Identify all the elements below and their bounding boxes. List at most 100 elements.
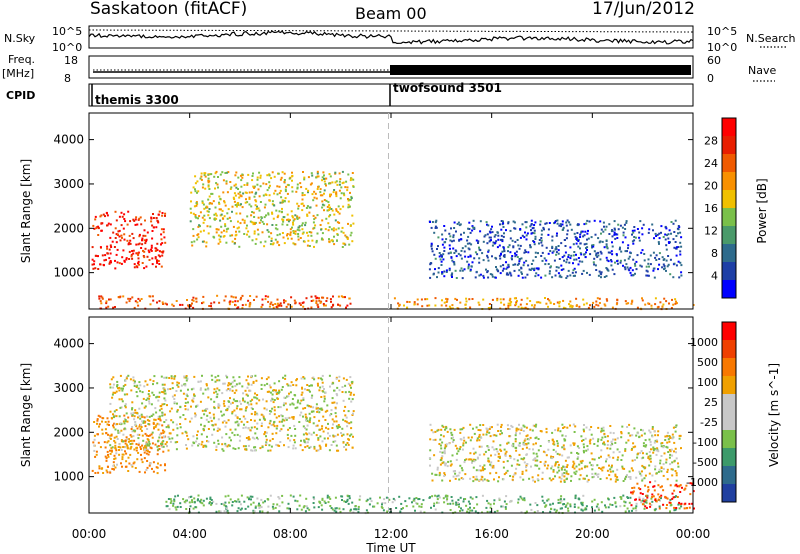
velocity-cell <box>147 453 150 456</box>
velocity-cell <box>170 500 173 503</box>
power-cell <box>614 237 617 240</box>
power-cell <box>568 261 571 264</box>
velocity-cell <box>458 505 460 508</box>
velocity-cell <box>145 449 148 452</box>
power-cell <box>459 301 462 304</box>
velocity-cell <box>620 431 623 433</box>
power-cell <box>441 243 444 246</box>
velocity-cell <box>639 472 642 475</box>
velocity-cell <box>217 406 220 409</box>
power-cell <box>489 273 492 276</box>
power-cell <box>207 179 210 182</box>
power-cell <box>264 203 267 206</box>
velocity-cell <box>476 478 479 481</box>
velocity-cell <box>609 447 612 450</box>
velocity-cell <box>416 502 419 505</box>
power-cell <box>469 255 472 258</box>
power-cell <box>652 267 655 270</box>
velocity-cell <box>250 449 253 452</box>
velocity-cell <box>457 498 460 501</box>
power-cell <box>517 244 520 247</box>
power-cell <box>207 214 210 217</box>
velocity-cell <box>130 389 133 392</box>
velocity-cell <box>146 448 149 451</box>
velocity-cell <box>532 452 535 455</box>
velocity-cell <box>207 420 210 423</box>
power-cell <box>200 172 203 175</box>
power-cell <box>630 274 633 277</box>
power-cell <box>276 193 279 196</box>
velocity-cell <box>124 419 127 421</box>
velocity-cell <box>304 427 306 430</box>
velocity-cell <box>417 498 420 501</box>
velocity-cell <box>581 501 584 504</box>
power-cell <box>469 306 472 309</box>
power-cell <box>137 218 140 221</box>
power-cell <box>663 265 666 267</box>
velocity-cell <box>336 386 339 389</box>
velocity-cell <box>210 499 213 501</box>
velocity-cell <box>597 508 600 511</box>
velocity-cell <box>671 461 674 464</box>
velocity-cell <box>215 445 218 448</box>
velocity-cell <box>595 473 598 476</box>
velocity-cell <box>148 390 150 392</box>
power-cell <box>667 233 670 236</box>
power-cell <box>583 243 586 246</box>
power-cell <box>587 229 589 232</box>
velocity-cell <box>221 448 224 451</box>
power-cell <box>642 223 645 226</box>
velocity-cell <box>600 501 603 504</box>
velocity-cell <box>157 440 159 443</box>
power-cell <box>161 212 164 214</box>
velocity-cell <box>527 442 530 445</box>
power-cell <box>207 185 210 188</box>
power-cell <box>653 237 655 240</box>
velocity-cell <box>302 425 305 428</box>
velocity-cell <box>563 439 566 442</box>
velocity-cell <box>203 413 206 416</box>
velocity-cell <box>552 448 555 451</box>
power-cell <box>290 210 293 213</box>
power-cell <box>289 233 292 236</box>
velocity-cell <box>432 439 435 441</box>
velocity-cell <box>164 443 167 446</box>
velocity-cell <box>169 432 172 435</box>
velocity-cell <box>341 434 343 437</box>
velocity-cell <box>221 414 224 417</box>
power-cell <box>606 259 609 262</box>
velocity-cell <box>566 464 569 467</box>
velocity-cell <box>154 418 157 421</box>
velocity-cell <box>463 461 466 464</box>
power-cell <box>161 301 164 304</box>
velocity-cell <box>148 442 151 445</box>
power-cell <box>581 272 584 275</box>
velocity-cell <box>666 497 669 500</box>
power-cell <box>557 245 560 247</box>
power-cell <box>661 256 664 259</box>
power-cell <box>579 233 582 236</box>
power-cell <box>315 302 318 304</box>
velocity-cell <box>429 438 432 441</box>
power-cell <box>608 233 611 235</box>
velocity-cell <box>315 425 318 427</box>
velocity-cell <box>143 416 146 419</box>
velocity-cell <box>678 437 681 440</box>
velocity-cell <box>512 442 515 445</box>
velocity-cell <box>642 499 644 502</box>
velocity-cell <box>137 437 140 440</box>
velocity-cell <box>173 500 176 503</box>
velocity-cell <box>579 474 582 477</box>
velocity-cell <box>616 468 619 471</box>
power-cell <box>271 224 274 226</box>
velocity-cell <box>238 376 241 379</box>
power-cell <box>443 246 446 249</box>
power-cell <box>606 268 609 271</box>
velocity-cell <box>338 389 341 392</box>
velocity-cell <box>253 396 256 399</box>
power-panel-bg <box>89 113 693 309</box>
velocity-cell <box>249 400 252 403</box>
power-cell <box>303 240 306 243</box>
velocity-cell <box>172 421 175 424</box>
velocity-cell <box>216 395 219 398</box>
